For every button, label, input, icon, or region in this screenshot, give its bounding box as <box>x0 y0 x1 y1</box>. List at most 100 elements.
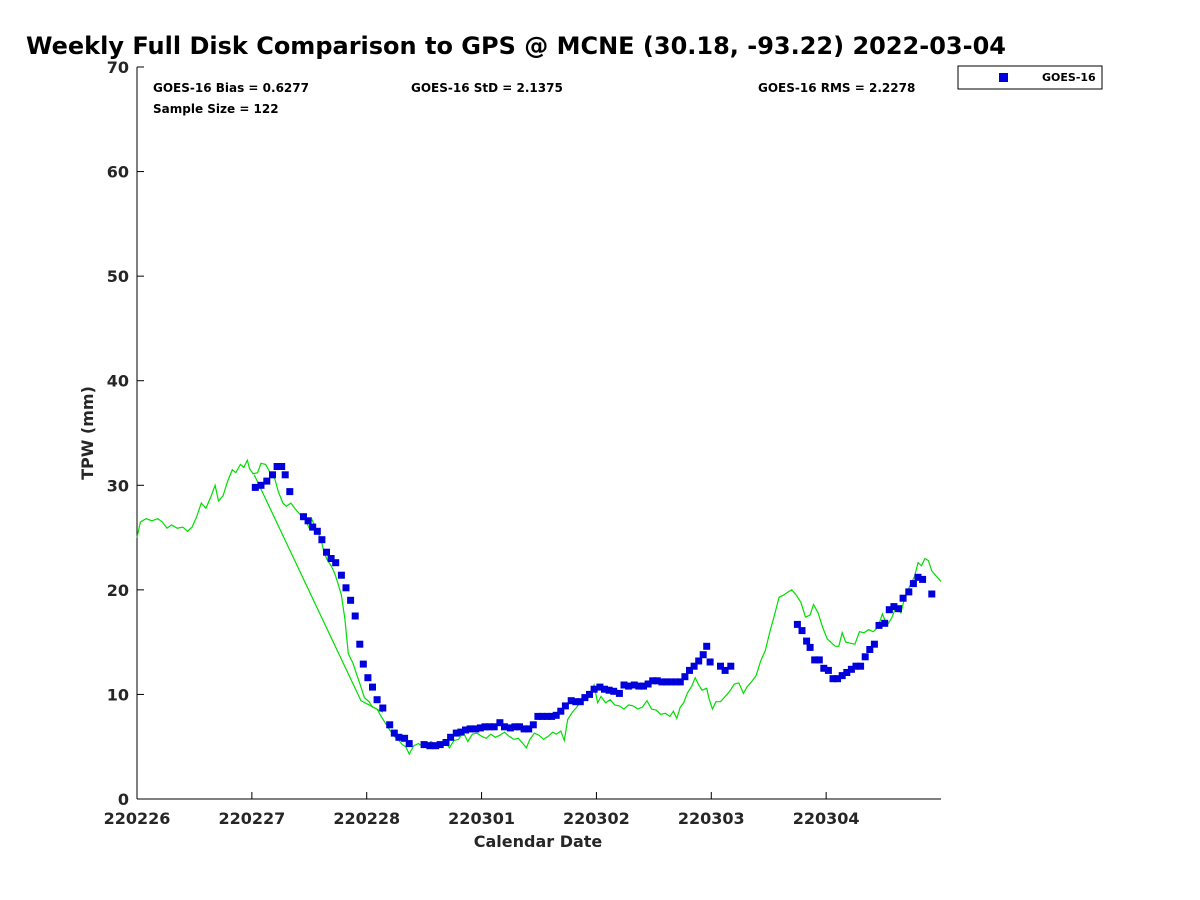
goes16-point <box>881 619 889 627</box>
std-stat: GOES-16 StD = 2.1375 <box>411 81 563 95</box>
goes16-point <box>405 740 413 748</box>
goes16-point <box>543 712 551 720</box>
x-axis-ticks: 220226 220227 220228 220301 220302 220303 2203… <box>104 792 860 828</box>
goes16-point <box>548 712 556 720</box>
x-tick-label: 220304 <box>793 809 860 828</box>
goes16-point <box>824 666 832 674</box>
goes16-point <box>899 594 907 602</box>
goes16-point <box>625 682 633 690</box>
legend: GOES-16 <box>957 65 1103 90</box>
goes16-point <box>263 477 271 485</box>
x-tick-label: 220301 <box>448 809 515 828</box>
goes16-point <box>426 742 434 750</box>
goes16-point <box>914 573 922 581</box>
goes16-point <box>601 685 608 693</box>
goes16-point <box>313 527 321 535</box>
goes16-point <box>364 674 372 682</box>
goes16-point <box>401 734 409 742</box>
goes16-point <box>490 723 498 731</box>
goes16-point <box>811 656 819 664</box>
goes16-point <box>342 584 350 592</box>
goes16-point <box>506 724 514 732</box>
goes16-point <box>286 488 294 496</box>
goes16-point <box>635 682 643 690</box>
goes16-point <box>590 685 598 693</box>
goes16-point <box>667 678 675 686</box>
goes16-point <box>538 712 546 720</box>
goes16-point <box>861 653 869 661</box>
goes16-point <box>304 517 312 525</box>
goes16-point <box>457 728 465 736</box>
goes16-point <box>561 702 569 710</box>
goes16-point <box>442 739 450 746</box>
legend-label-goes16: GOES-16 <box>1042 71 1096 84</box>
goes16-point <box>676 678 684 686</box>
goes16-point <box>620 681 628 689</box>
goes16-point <box>875 621 883 629</box>
y-tick-label: 30 <box>107 476 129 495</box>
goes16-point <box>511 723 519 731</box>
goes16-point <box>257 481 265 489</box>
goes16-point <box>269 471 276 479</box>
goes16-point <box>356 640 364 648</box>
goes16-point <box>386 721 394 729</box>
goes16-point <box>552 711 560 719</box>
goes16-point <box>672 678 680 686</box>
goes16-point <box>395 733 403 741</box>
gps-line-series <box>253 474 384 713</box>
x-tick-label: 220226 <box>104 809 171 828</box>
x-tick-label: 220228 <box>333 809 400 828</box>
goes16-point <box>690 662 698 670</box>
goes16-point <box>581 694 589 702</box>
goes16-point <box>686 666 693 674</box>
goes16-point <box>379 704 387 712</box>
series-layer <box>136 458 942 756</box>
goes16-point <box>852 662 860 670</box>
goes16-point <box>447 733 455 741</box>
goes16-point <box>281 471 289 479</box>
goes16-point <box>347 596 355 604</box>
goes16-point <box>866 646 874 653</box>
x-tick-label: 220303 <box>678 809 745 828</box>
goes16-point <box>373 696 381 704</box>
goes16-point <box>251 483 259 491</box>
y-tick-label: 0 <box>118 790 129 809</box>
chart-title: Weekly Full Disk Comparison to GPS @ MCN… <box>26 32 1006 60</box>
goes16-point <box>390 729 398 737</box>
goes16-point <box>466 725 474 733</box>
goes16-point <box>699 651 707 659</box>
goes16-point <box>278 463 286 470</box>
goes16-point <box>905 588 913 596</box>
goes16-point <box>610 687 618 695</box>
goes16-point <box>717 662 724 670</box>
goes16-point <box>481 723 489 731</box>
goes16-point <box>890 603 898 611</box>
x-tick-label: 220302 <box>563 809 630 828</box>
goes16-point <box>557 707 565 715</box>
goes16-point <box>351 612 359 620</box>
goes16-point <box>706 658 714 666</box>
goes16-point <box>462 726 469 734</box>
goes16-point <box>793 620 801 628</box>
goes16-point <box>885 606 893 614</box>
goes16-point <box>436 741 444 749</box>
goes16-point <box>703 642 711 650</box>
goes16-point <box>909 580 917 588</box>
goes16-point <box>803 637 811 645</box>
goes16-point <box>452 729 460 737</box>
plot-frame <box>136 67 941 800</box>
goes16-point <box>653 677 661 685</box>
goes16-point <box>640 682 647 690</box>
goes16-point <box>337 571 345 579</box>
x-tick-label: 220227 <box>218 809 285 828</box>
y-tick-label: 50 <box>107 267 129 286</box>
goes16-point <box>658 678 666 686</box>
goes16-point <box>798 627 806 635</box>
goes16-point <box>472 725 480 733</box>
goes16-point <box>727 662 735 670</box>
goes16-point <box>323 548 330 556</box>
goes16-point <box>838 672 846 680</box>
y-axis-ticks: 0 10 20 30 40 50 60 70 <box>107 58 144 809</box>
goes16-point <box>895 605 902 613</box>
